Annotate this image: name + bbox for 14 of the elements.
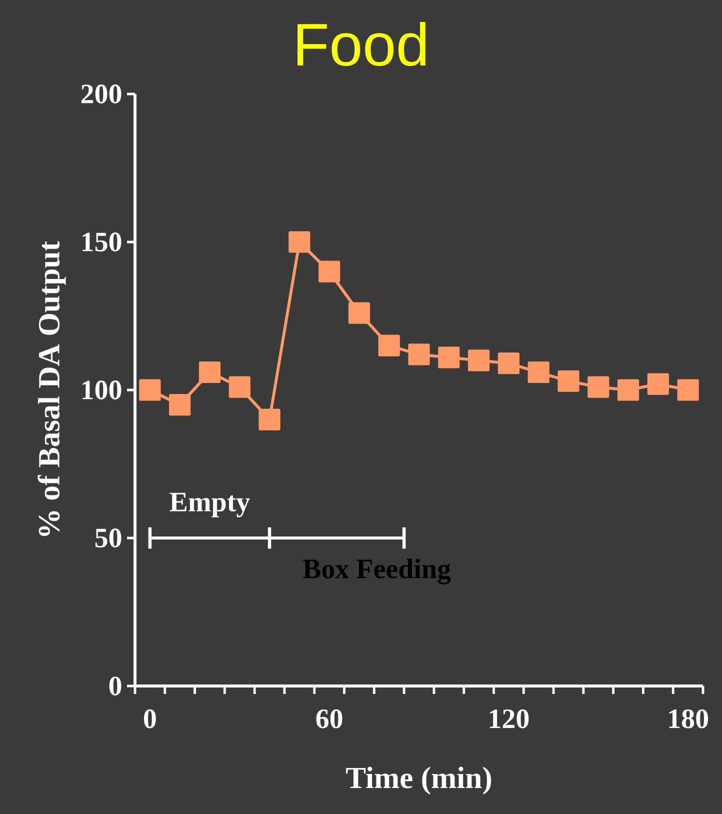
y-tick-label: 150 <box>82 232 122 252</box>
annotation: Box Feeding <box>302 558 451 584</box>
x-axis-title: Time (min) <box>346 766 492 795</box>
y-tick-label: 200 <box>81 84 122 104</box>
x-tick-label: 0 <box>144 709 156 728</box>
y-tick-label: 100 <box>82 380 122 400</box>
chart-title: Food <box>298 22 426 66</box>
y-tick-label: 0 <box>109 676 122 696</box>
y-tick-label: 50 <box>95 528 122 548</box>
y-axis-title: % of Basal DA Output <box>38 241 66 536</box>
x-tick-label: 60 <box>316 709 342 728</box>
x-tick-label: 180 <box>669 709 708 728</box>
annotation: Empty <box>170 492 250 518</box>
x-tick-label: 120 <box>490 709 529 728</box>
